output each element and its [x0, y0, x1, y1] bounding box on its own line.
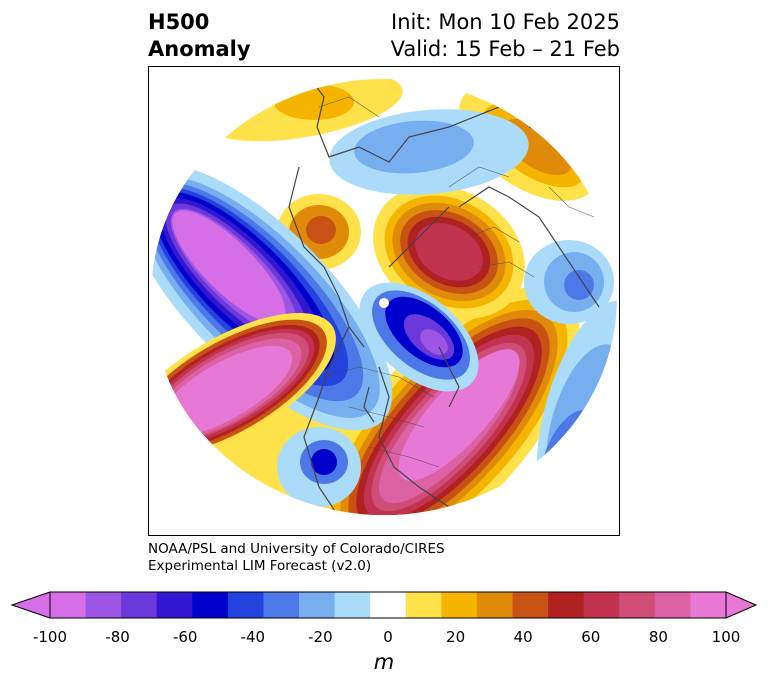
colorbar-segment [690, 592, 727, 618]
credit-organization: NOAA/PSL and University of Colorado/CIRE… [148, 541, 445, 557]
country-borders [318, 96, 595, 468]
colorbar-tick-label: -40 [240, 628, 266, 646]
colorbar-tick-label: 0 [383, 628, 393, 646]
colorbar-segment [121, 592, 158, 618]
colorbar-over-arrow [725, 591, 758, 619]
colorbar-segment [334, 592, 371, 618]
colorbar [10, 591, 758, 619]
colorbar-segment [85, 592, 122, 618]
negative-anomaly-southwest [277, 427, 361, 507]
init-date: Init: Mon 10 Feb 2025 [391, 10, 620, 34]
colorbar-tick-label: 40 [513, 628, 533, 646]
colorbar-frame [49, 591, 727, 619]
colorbar-segment [263, 592, 300, 618]
negative-anomaly-western-europe [524, 240, 614, 324]
colorbar-segment [476, 592, 514, 618]
colorbar-tick-label: 100 [711, 628, 741, 646]
colorbar-segment [583, 592, 620, 618]
colorbar-unit: m [373, 650, 395, 674]
north-pole-marker [379, 298, 389, 308]
forecast-dates: Init: Mon 10 Feb 2025 Valid: 15 Feb – 21… [391, 9, 620, 63]
forecast-credit: NOAA/PSL and University of Colorado/CIRE… [148, 541, 445, 575]
colorbar-segment [405, 592, 442, 618]
credit-product: Experimental LIM Forecast (v2.0) [148, 558, 372, 574]
title-variable: H500 [148, 10, 210, 34]
colorbar-segment [156, 592, 193, 618]
colorbar-tick-label: -20 [308, 628, 333, 646]
colorbar-segment [299, 592, 336, 618]
colorbar-tick-label: 20 [446, 628, 466, 646]
anomaly-map [148, 66, 620, 536]
negative-anomaly-polar [359, 282, 479, 392]
colorbar-segment [654, 592, 691, 618]
map-canvas [151, 79, 617, 515]
colorbar-segment [548, 592, 585, 618]
colorbar-segment [50, 592, 87, 618]
colorbar-under-arrow [10, 591, 51, 619]
positive-anomaly-northern-asia [373, 185, 525, 319]
valid-range: Valid: 15 Feb – 21 Feb [390, 37, 620, 61]
colorbar-tick-label: -80 [105, 628, 130, 646]
colorbar-tick-label: 60 [581, 628, 601, 646]
colorbar-segment [441, 592, 478, 618]
colorbar-segment [512, 592, 549, 618]
map-title: H500 Anomaly [148, 9, 251, 63]
colorbar-tick-label: -100 [32, 628, 68, 646]
title-quantity: Anomaly [148, 37, 251, 61]
positive-anomaly-north-atlantic [318, 286, 580, 515]
colorbar-segment [370, 592, 407, 618]
colorbar-segment [619, 592, 656, 618]
colorbar-segment [227, 592, 264, 618]
colorbar-tick-label: 80 [648, 628, 668, 646]
colorbar-segment [192, 592, 229, 618]
colorbar-tick-label: -60 [172, 628, 198, 646]
